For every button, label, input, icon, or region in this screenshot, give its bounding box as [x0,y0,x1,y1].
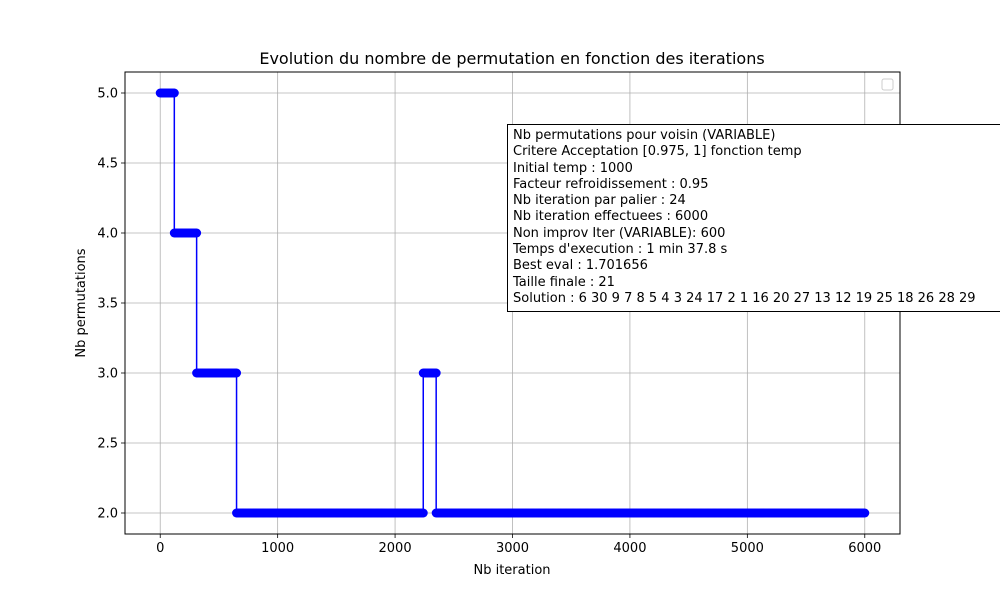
x-tick-label: 3000 [496,541,529,556]
info-line: Best eval : 1.701656 [513,258,648,274]
x-tick-label: 2000 [379,541,412,556]
x-axis-label: Nb iteration [473,563,550,578]
data-point [232,368,242,378]
y-tick-label: 5.0 [97,87,118,102]
info-line: Nb iteration effectuees : 6000 [513,209,709,225]
y-tick-label: 4.5 [97,157,118,172]
x-tick-label: 4000 [613,541,646,556]
info-box: Nb permutations pour voisin (VARIABLE) C… [507,124,1000,312]
info-line: Initial temp : 1000 [513,160,633,176]
series-line [155,88,870,518]
y-tick-label: 4.0 [97,227,118,242]
y-axis: 2.0 2.5 3.0 3.5 4.0 4.5 5.0 [97,87,125,522]
y-tick-label: 2.0 [97,507,118,522]
x-axis: 0 1000 2000 3000 4000 5000 6000 [156,534,881,556]
info-line: Critere Acceptation [0.975, 1] fonction … [513,144,802,160]
x-tick-label: 1000 [261,541,294,556]
data-point [169,88,179,98]
data-point [192,228,202,238]
y-tick-label: 3.5 [97,297,118,312]
info-line: Nb permutations pour voisin (VARIABLE) [513,128,776,143]
info-line: Temps d'execution : 1 min 37.8 s [513,242,728,258]
y-axis-label: Nb permutations [74,248,89,357]
info-line: Non improv Iter (VARIABLE): 600 [513,225,726,241]
data-point [418,508,428,518]
info-line: Solution : 6 30 9 7 8 5 4 3 24 17 2 1 16… [513,290,976,306]
x-tick-label: 0 [156,541,164,556]
x-tick-label: 5000 [731,541,764,556]
data-point [860,508,870,518]
series-path [160,92,865,514]
info-line: Facteur refroidissement : 0.95 [513,176,709,192]
info-line: Taille finale : 21 [513,274,615,290]
y-tick-label: 2.5 [97,437,118,452]
data-point [431,368,441,378]
chart-title: Evolution du nombre de permutation en fo… [259,49,764,68]
y-tick-label: 3.0 [97,367,118,382]
x-tick-label: 6000 [848,541,881,556]
info-line: Nb iteration par palier : 24 [513,193,686,209]
legend-box [881,78,894,91]
